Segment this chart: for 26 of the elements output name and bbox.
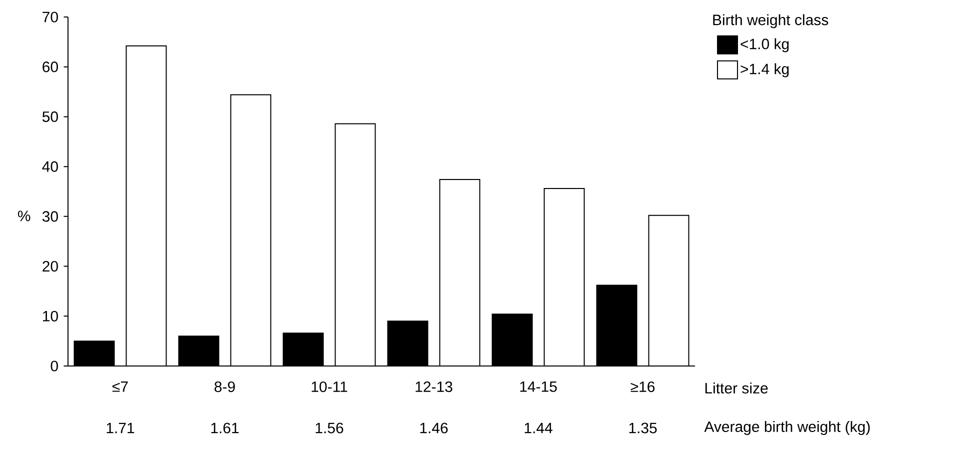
x-tick-label: ≤7 [112,381,128,392]
y-tick-label: 70 [42,12,58,22]
text: 1.44 [524,422,552,434]
y-tick-label: 30 [42,211,58,222]
text: 1.71 [106,422,134,434]
y-tick-label: 50 [42,111,58,122]
text: 1.61 [211,422,239,434]
y-tick-label: 10 [43,310,58,322]
x-tick-label: 14-15 [520,381,557,392]
x-axis-title: Litter size [705,382,768,394]
x-tick-label: 12-13 [416,381,452,392]
text: 1.56 [316,422,344,434]
x-tick-label: 10-11 [312,381,348,392]
y-tick-label: 60 [42,62,58,72]
text: 1.35 [629,422,657,434]
legend-label: <1.0 kg [740,38,789,52]
y-tick-label: 20 [42,260,58,272]
x-tick-label: ≥16 [630,381,655,392]
legend-title: Birth weight class [713,14,828,28]
y-tick-label: 40 [42,161,58,172]
y-tick-label: 0 [50,360,58,372]
x-tick-label: 8-9 [214,381,235,392]
text: Average birth weight (kg) [704,421,870,435]
text: 1.46 [420,422,448,434]
legend-label: >1.4 kg [740,63,789,78]
y-axis-title: % [18,210,30,222]
